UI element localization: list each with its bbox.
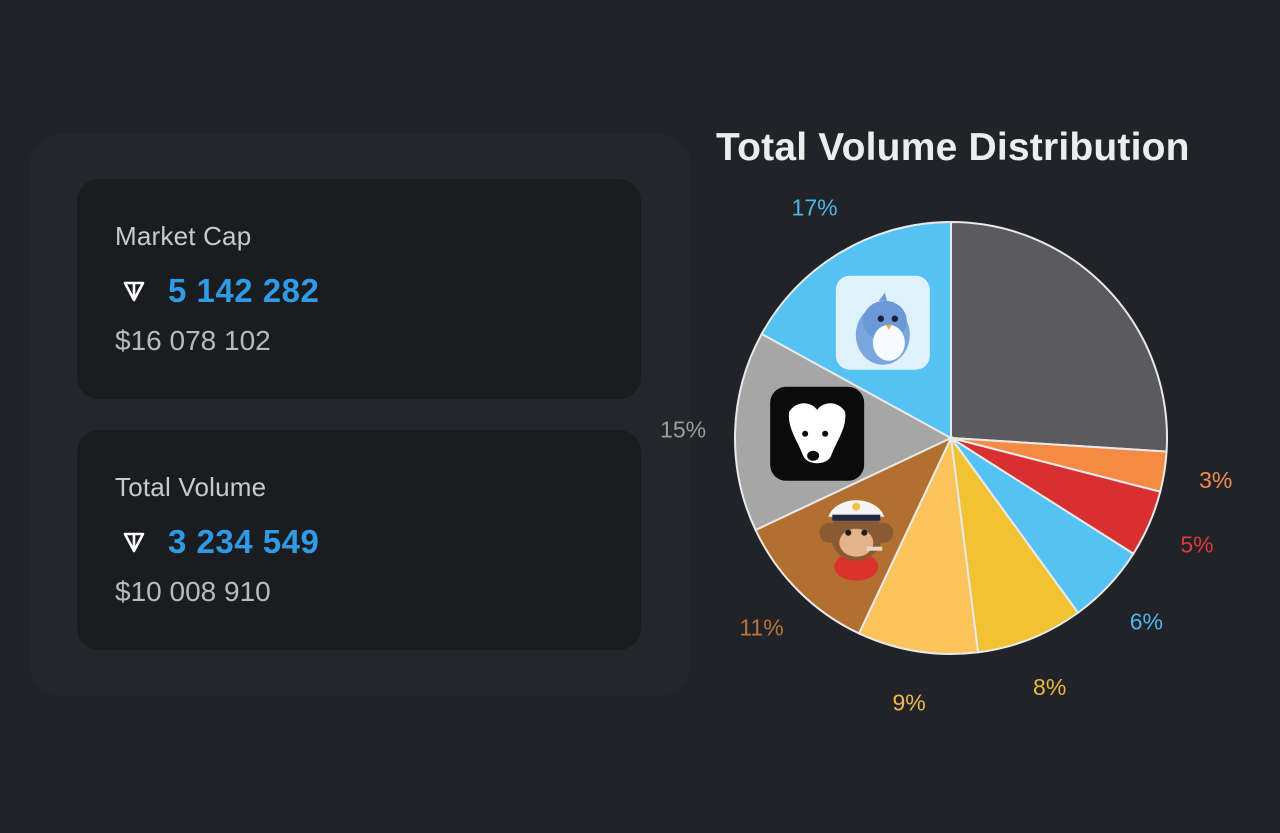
market-cap-card: Market Cap 5 142 282 $16 078 102 <box>77 179 641 399</box>
market-cap-row: 5 142 282 <box>122 271 319 311</box>
market-cap-usd-value: $16 078 102 <box>115 325 271 356</box>
pie-labels: 3% 5% 6% 8% 9% 11% 15% 17% <box>660 194 1232 715</box>
market-cap-ton-value: 5 142 282 <box>168 272 320 309</box>
total-volume-label: Total Volume <box>115 472 267 502</box>
total-volume-ton-value: 3 234 549 <box>168 523 320 560</box>
total-volume-card: Total Volume 3 234 549 $10 008 910 <box>77 430 641 650</box>
slice-label: 3% <box>1199 467 1232 493</box>
market-cap-label: Market Cap <box>115 221 252 251</box>
total-volume-row: 3 234 549 <box>122 522 319 562</box>
ton-icon <box>123 532 145 553</box>
dog-icon <box>770 386 865 481</box>
slice-label: 9% <box>892 690 925 716</box>
pie-slice <box>950 220 1168 453</box>
pie-icons <box>770 275 930 581</box>
ape-captain-icon <box>819 500 894 581</box>
penguin-icon <box>835 275 930 370</box>
slice-label: 15% <box>660 417 706 443</box>
slice-label: 11% <box>739 615 783 641</box>
total-volume-usd-value: $10 008 910 <box>115 576 271 607</box>
slice-label: 5% <box>1180 531 1213 557</box>
slice-label: 6% <box>1130 608 1163 634</box>
chart-title: Total Volume Distribution <box>716 126 1190 169</box>
slice-label: 17% <box>792 194 838 220</box>
slice-label: 8% <box>1033 674 1066 700</box>
ton-icon <box>123 281 145 302</box>
pie-slice <box>857 434 980 655</box>
pie-slice <box>950 437 1080 654</box>
